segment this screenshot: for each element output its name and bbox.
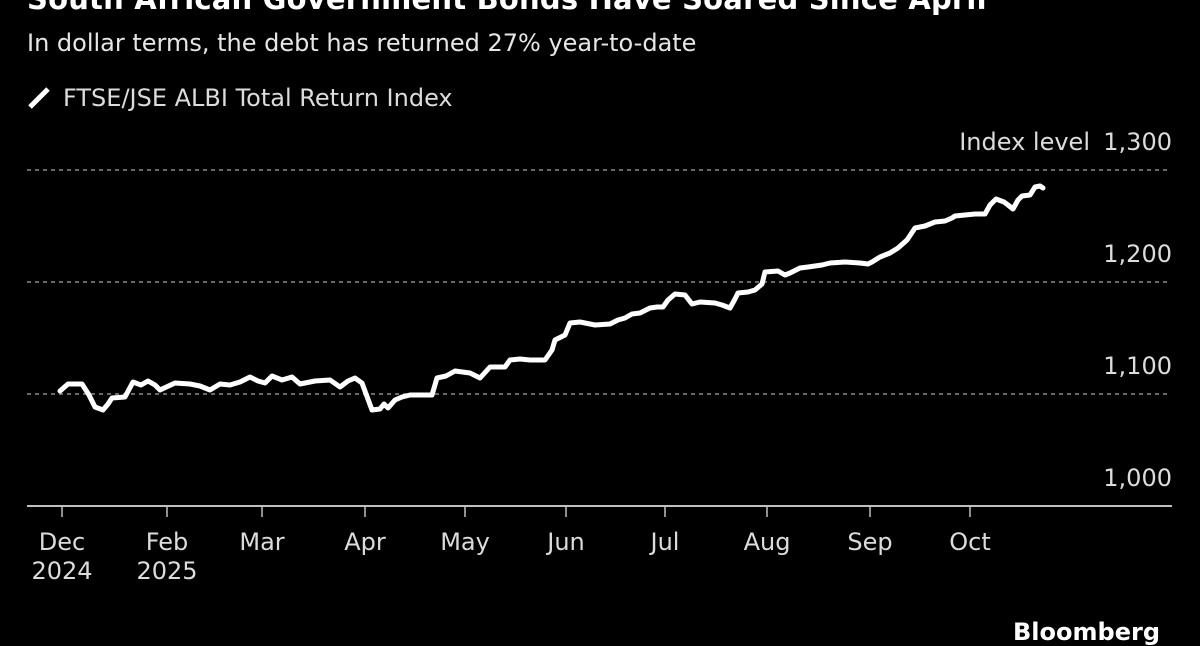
y-axis-unit-label: Index level: [959, 128, 1090, 156]
y-tick-label: 1,100: [1103, 352, 1172, 380]
x-tick-label: Jun: [547, 528, 585, 556]
x-tick-label: Jul: [650, 528, 680, 556]
y-tick-label: 1,000: [1103, 464, 1172, 492]
y-tick-label: 1,200: [1103, 240, 1172, 268]
x-axis-ticks: [61, 506, 971, 517]
legend-label: FTSE/JSE ALBI Total Return Index: [63, 84, 453, 112]
x-tick-label: Aug: [743, 528, 791, 556]
y-tick-label: 1,300: [1103, 128, 1172, 156]
x-tick-label: May: [440, 528, 490, 556]
x-tick-label: Apr: [344, 528, 386, 556]
legend: FTSE/JSE ALBI Total Return Index: [27, 84, 453, 112]
gridlines: [27, 169, 1170, 395]
x-tick-label: Oct: [949, 528, 991, 556]
x-tick-label: Mar: [239, 528, 285, 556]
x-tick-label: Sep: [847, 528, 893, 556]
x-tick-label: Dec 2024: [31, 528, 93, 585]
chart-subtitle: In dollar terms, the debt has returned 2…: [27, 29, 697, 57]
series-line-albi: [57, 183, 1046, 413]
chart-title: South African Government Bonds Have Soar…: [27, 0, 987, 16]
source-credit: Bloomberg: [1013, 618, 1160, 646]
x-tick-label: Feb 2025: [136, 528, 198, 585]
plot-area: [27, 169, 1172, 517]
line-swatch-icon: [28, 87, 50, 109]
